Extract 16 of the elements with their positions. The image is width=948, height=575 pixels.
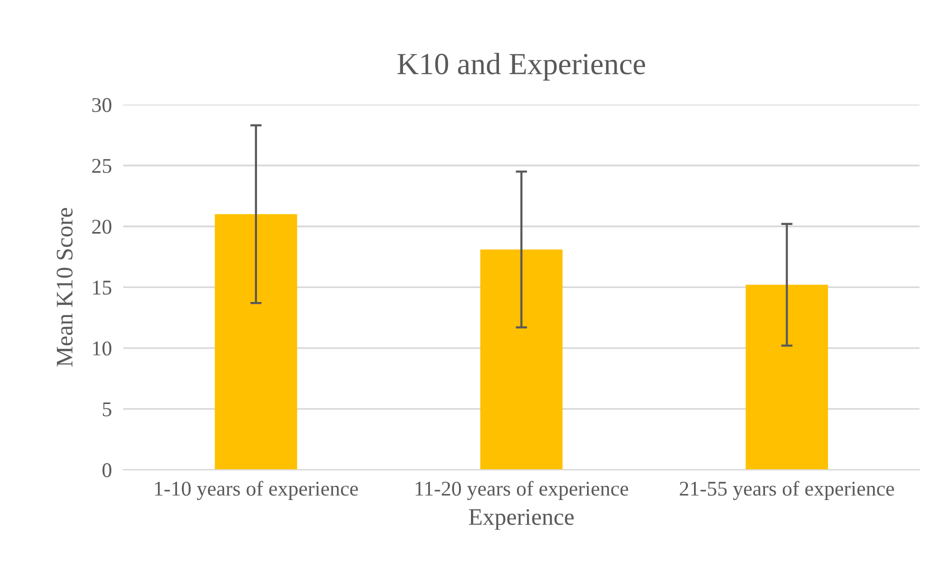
bar [480,249,563,470]
x-tick-label: 21-55 years of experience [680,480,894,500]
x-tick-label: 1-10 years of experience [155,480,358,500]
y-tick-label: 0 [102,463,112,478]
x-axis-title: Experience [468,509,574,530]
y-axis-title: Mean K10 Score [56,208,73,367]
y-tick-label: 5 [102,402,112,416]
y-tick-label: 20 [92,220,112,234]
chart-title: K10 and Experience [398,52,646,81]
bar [746,284,828,470]
y-tick-label: 30 [92,98,112,112]
x-tick-label: 11-20 years of experience [416,480,628,500]
y-tick-label: 15 [93,280,112,295]
y-tick-label: 25 [92,158,112,173]
y-tick-label: 10 [93,341,112,356]
bar [214,214,298,470]
